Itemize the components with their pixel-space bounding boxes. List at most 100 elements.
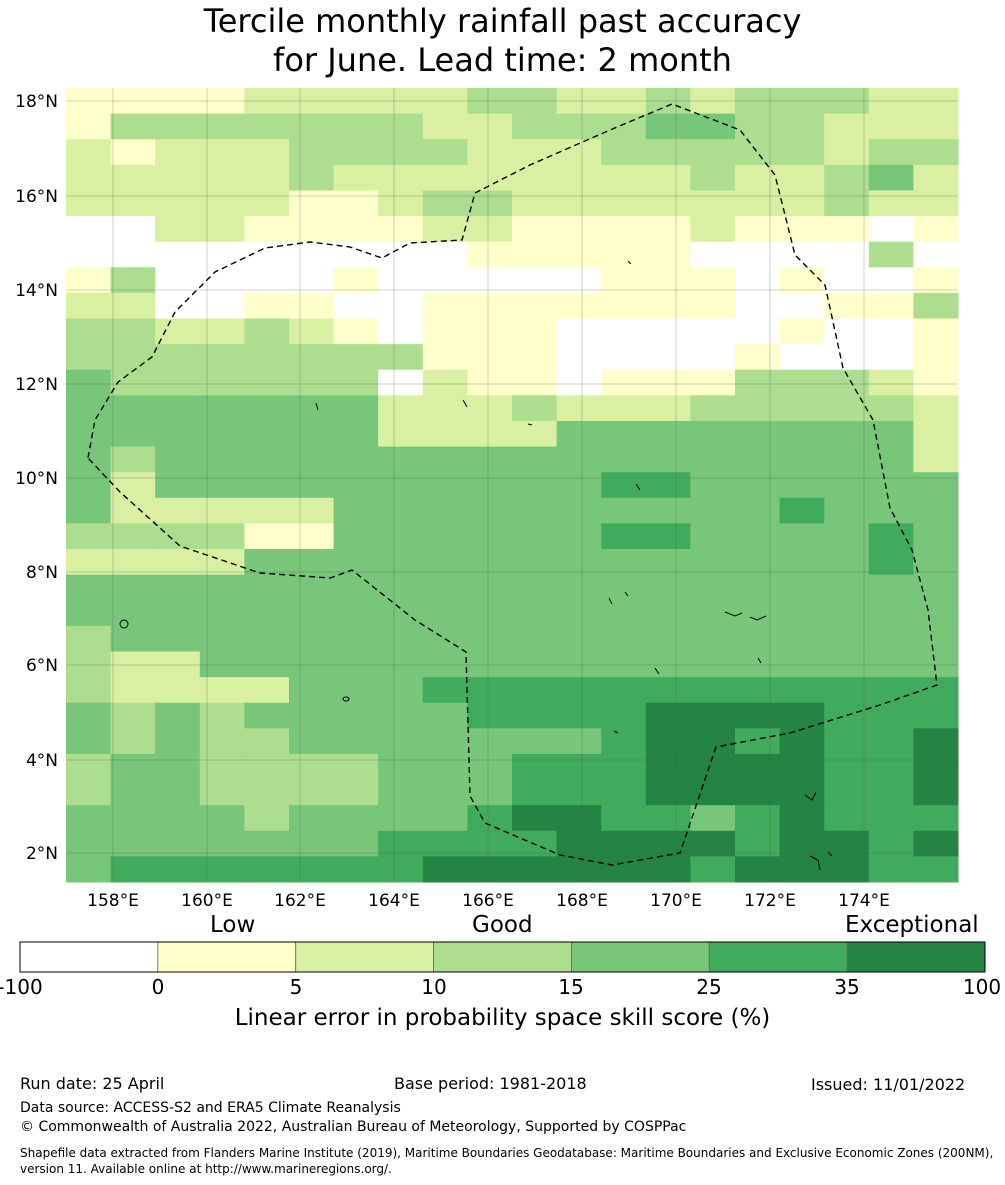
grid-cell [556, 677, 602, 704]
grid-cell [512, 369, 558, 396]
grid-cell [155, 600, 201, 627]
grid-cell [556, 779, 602, 806]
longitude-label: 164°E [368, 891, 420, 911]
grid-cell [601, 523, 647, 550]
grid-cell [333, 574, 379, 601]
grid-cell [601, 625, 647, 652]
grid-cell [333, 292, 379, 320]
grid-cell [422, 830, 468, 857]
grid-cell [512, 677, 558, 704]
grid-cell [333, 830, 379, 857]
grid-cell [824, 420, 870, 448]
grid-cell [512, 574, 558, 601]
grid-cell [913, 420, 959, 448]
grid-cell [467, 651, 513, 678]
grid-cell [378, 241, 424, 268]
grid-cell [333, 497, 379, 524]
grid-cell [913, 344, 959, 371]
grid-cell [66, 625, 112, 652]
grid-cell [66, 292, 112, 320]
grid-cell [868, 574, 914, 601]
grid-cell [289, 549, 335, 576]
grid-cell [289, 190, 335, 217]
grid-cell [155, 677, 201, 704]
grid-cell [690, 139, 736, 166]
grid-cell [110, 472, 156, 499]
grid-cell [601, 139, 647, 166]
grid-cell [556, 549, 602, 576]
grid-cell [155, 113, 201, 140]
grid-cell [645, 216, 691, 243]
grid-cell [110, 830, 156, 857]
grid-cell [110, 267, 156, 294]
grid-cell [779, 267, 825, 294]
grid-cell [289, 241, 335, 268]
grid-cell [913, 139, 959, 166]
grid-cell [824, 344, 870, 371]
longitude-label: 172°E [744, 891, 796, 911]
eez-boundary [87, 103, 938, 866]
grid-cell [556, 241, 602, 268]
grid-cell [868, 651, 914, 678]
grid-cell [244, 318, 290, 345]
grid-cell [556, 753, 602, 781]
grid-cell [690, 753, 736, 781]
grid-cell [467, 830, 513, 857]
grid-cell [556, 625, 602, 652]
grid-cell [824, 446, 870, 473]
grid-cell [601, 728, 647, 755]
grid-cell [601, 446, 647, 473]
grid-cell [735, 753, 781, 781]
grid-cell [333, 549, 379, 576]
grid-cell [289, 625, 335, 652]
map-title-line-1: Tercile monthly rainfall past accuracy [203, 2, 802, 40]
grid-cell [467, 113, 513, 140]
colorbar-tick: -100 [0, 975, 43, 999]
copyright-notice: © Commonwealth of Australia 2022, Austra… [20, 1119, 687, 1135]
grid-cell [199, 369, 245, 396]
grid-cell [378, 395, 424, 422]
grid-cell [289, 446, 335, 473]
grid-cell [244, 164, 290, 191]
grid-cell [645, 779, 691, 806]
grid-cell [645, 625, 691, 652]
grid-cell [199, 164, 245, 191]
grid-cell [690, 677, 736, 704]
grid-cell [690, 190, 736, 217]
grid-cell [779, 241, 825, 268]
grid-cell [333, 164, 379, 191]
grid-cell [155, 856, 201, 883]
grid-cell [66, 446, 112, 473]
grid-cell [690, 113, 736, 140]
grid-cell [868, 139, 914, 166]
grid-cell [735, 446, 781, 473]
latitude-label: 16°N [15, 187, 58, 207]
grid-cell [868, 753, 914, 781]
grid-cell [199, 702, 245, 729]
grid-cell [735, 779, 781, 806]
grid-cell [66, 164, 112, 191]
grid-cell [110, 292, 156, 320]
grid-cell [735, 574, 781, 601]
grid-cell [422, 574, 468, 601]
grid-cell [824, 625, 870, 652]
grid-cell [333, 216, 379, 243]
grid-cell [913, 677, 959, 704]
grid-cell [868, 702, 914, 729]
grid-cell [512, 805, 558, 832]
grid-cell [110, 651, 156, 678]
grid-cell [244, 216, 290, 243]
grid-cell [378, 677, 424, 704]
grid-cell [289, 523, 335, 550]
grid-cell [601, 241, 647, 268]
grid-cell [244, 651, 290, 678]
grid-cell [155, 728, 201, 755]
grid-cell [913, 216, 959, 243]
grid-cell [378, 497, 424, 524]
grid-cell [66, 216, 112, 243]
grid-cell [735, 164, 781, 191]
grid-cell [333, 600, 379, 627]
grid-cell [289, 600, 335, 627]
grid-cell [244, 549, 290, 576]
